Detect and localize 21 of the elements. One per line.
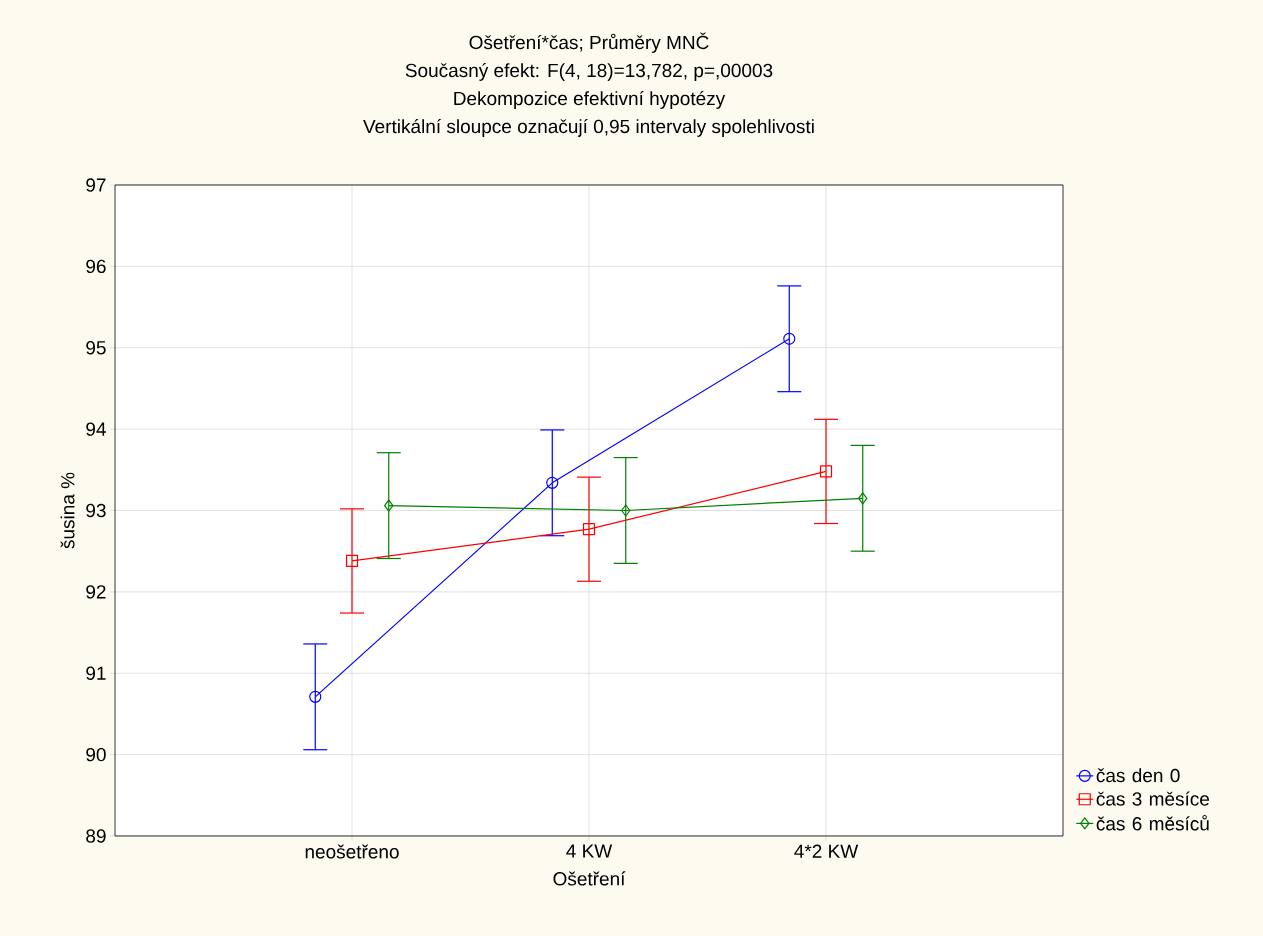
- x-tick-label: 4*2 KW: [794, 844, 859, 858]
- y-tick-label: 92: [86, 585, 106, 599]
- chart-title: Ošetření*čas; Průměry MNČ: [469, 32, 709, 53]
- text: Dekompozice efektivní hypotézy: [454, 91, 726, 109]
- y-tick-label: 96: [86, 259, 106, 274]
- x-axis-title: Ošetření: [553, 871, 626, 886]
- y-tick-label: 94: [86, 422, 106, 436]
- y-tick-label: 93: [86, 503, 106, 518]
- chart-subtitle: Současný efekt: F(4, 18)=13,782, p=,00003: [405, 63, 773, 81]
- y-tick-label: 90: [86, 747, 106, 762]
- legend-label: čas den 0: [1096, 768, 1180, 783]
- y-tick-label: 89: [86, 829, 106, 843]
- y-tick-label: 97: [86, 178, 106, 192]
- text: Vertikální sloupce označují 0,95 intervaly spolehlivosti: [363, 119, 814, 137]
- x-tick-label: neošetřeno: [305, 844, 399, 859]
- legend-label: čas 6 měsíců: [1096, 814, 1209, 831]
- x-tick-label: 4 KW: [566, 844, 613, 858]
- y-axis-title: šusina %: [60, 472, 75, 549]
- legend-label: čas 3 měsíce: [1096, 791, 1210, 806]
- y-tick-label: 91: [86, 666, 106, 680]
- y-tick-label: 95: [86, 341, 106, 355]
